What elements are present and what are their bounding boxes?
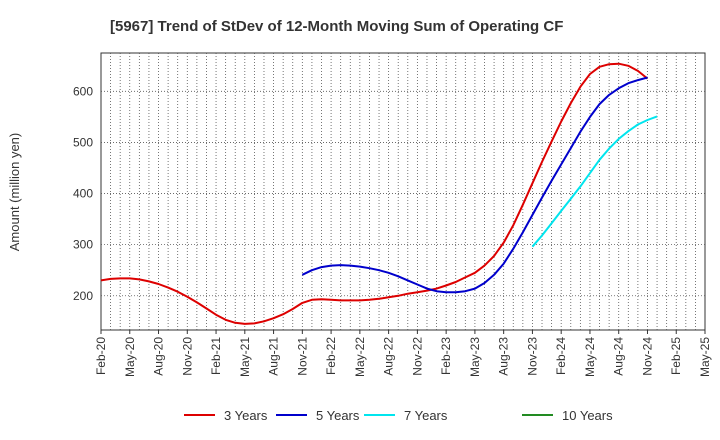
series-line-5-years — [301, 76, 648, 294]
y-axis: 200 300 400 500 600 — [73, 84, 93, 302]
x-tick-label: May-24 — [583, 337, 597, 377]
plot-area — [100, 52, 706, 331]
y-tick-label: 200 — [73, 289, 93, 303]
x-tick-label: May-21 — [238, 337, 252, 377]
x-tick-label: Aug-22 — [382, 337, 396, 376]
y-tick-label: 400 — [73, 187, 93, 201]
series-line-7-years — [531, 115, 658, 248]
x-tick-label: Aug-21 — [267, 337, 281, 376]
legend-label: 10 Years — [562, 408, 613, 423]
x-tick-label: Aug-24 — [612, 337, 626, 376]
y-tick-label: 300 — [73, 238, 93, 252]
x-tick-label: Feb-24 — [554, 337, 568, 375]
x-axis: Feb-20 May-20 Aug-20 Nov-20 Feb-21 May-21 Aug-… — [94, 330, 712, 377]
grid — [101, 53, 705, 330]
x-tick-label: May-23 — [468, 337, 482, 377]
x-tick-label: Feb-20 — [94, 337, 108, 375]
x-tick-label: Nov-23 — [525, 337, 539, 376]
series-line-3-years — [100, 62, 649, 325]
x-tick-label: Feb-21 — [209, 337, 223, 375]
legend-label: 7 Years — [404, 408, 448, 423]
y-tick-label: 500 — [73, 135, 93, 149]
x-tick-label: Nov-24 — [640, 337, 654, 376]
x-tick-label: Aug-20 — [152, 337, 166, 376]
x-tick-label: Feb-25 — [669, 337, 683, 375]
x-tick-label: Nov-21 — [295, 337, 309, 376]
legend-label: 3 Years — [224, 408, 268, 423]
x-tick-label: Feb-23 — [439, 337, 453, 375]
x-tick-label: Nov-20 — [180, 337, 194, 376]
x-tick-label: May-25 — [698, 337, 712, 377]
x-tick-label: May-20 — [123, 337, 137, 377]
legend: 3 Years 5 Years 7 Years 10 Years — [184, 408, 613, 423]
legend-label: 5 Years — [316, 408, 360, 423]
chart-title: [5967] Trend of StDev of 12-Month Moving… — [110, 18, 563, 35]
x-tick-label: Feb-22 — [324, 337, 338, 375]
x-tick-label: May-22 — [353, 337, 367, 377]
y-tick-label: 600 — [73, 84, 93, 98]
y-axis-label: Amount (million yen) — [7, 133, 22, 252]
x-tick-label: Nov-22 — [410, 337, 424, 376]
series-lines — [100, 62, 658, 325]
x-tick-label: Aug-23 — [497, 337, 511, 376]
